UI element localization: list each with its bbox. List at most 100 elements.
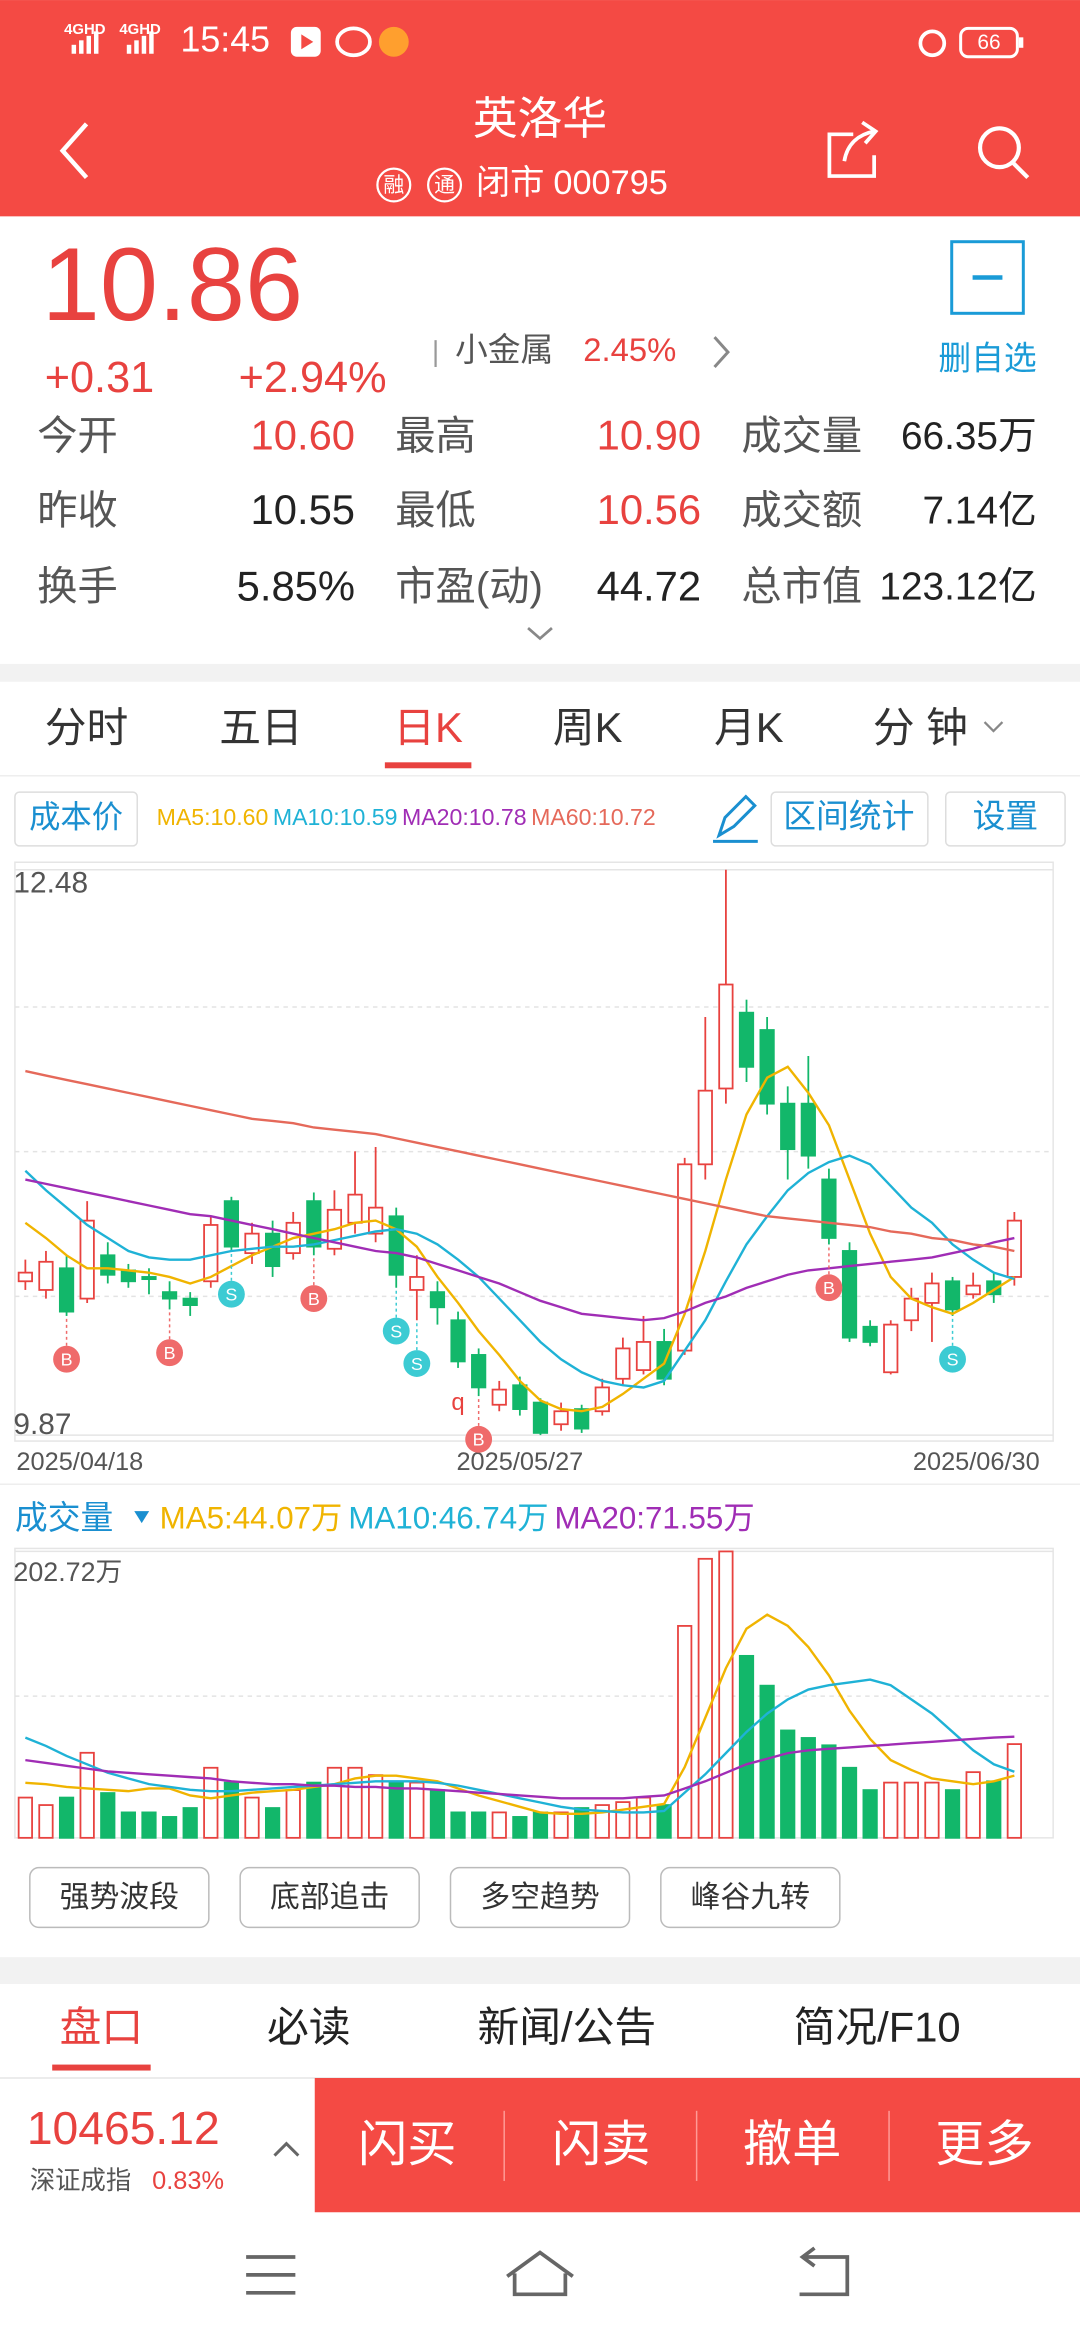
volume-bar — [841, 1766, 858, 1839]
stat-label: 成交量 — [741, 413, 862, 458]
candle-body — [738, 1011, 755, 1068]
dropdown-icon[interactable] — [134, 1511, 150, 1524]
stock-code: 000795 — [553, 164, 667, 202]
action-button[interactable]: 撤单 — [743, 2117, 841, 2172]
stat-value: 44.72 — [597, 562, 701, 609]
legend-entry: MA20:71.55万 — [554, 1500, 754, 1535]
signal-label: B — [164, 1343, 176, 1363]
back-button[interactable] — [59, 122, 89, 180]
candle-body — [656, 1341, 672, 1380]
signal-label: S — [947, 1349, 959, 1369]
volume-bar — [244, 1796, 260, 1839]
stat-label: 今开 — [37, 413, 118, 458]
stat-label: 昨收 — [37, 488, 118, 533]
status-icons — [290, 26, 1024, 59]
candle-body — [532, 1401, 549, 1434]
volume-bar — [965, 1771, 981, 1839]
signal-badge — [815, 1274, 843, 1302]
period-tab[interactable]: 月K — [714, 704, 784, 751]
period-tab[interactable]: 周K — [553, 704, 623, 751]
candle-body — [615, 1347, 631, 1380]
bottom-tab[interactable]: 盘口 — [60, 2003, 144, 2050]
volume-bar — [120, 1811, 136, 1839]
volume-bar — [718, 1550, 734, 1839]
volume-bar — [635, 1796, 652, 1839]
price: 10.86 — [42, 226, 303, 343]
bottom-tab[interactable]: 简况/F10 — [794, 2003, 961, 2050]
draw-tool[interactable] — [713, 794, 758, 843]
candle-body — [883, 1323, 899, 1374]
stat-value: 10.90 — [597, 412, 701, 459]
cost-button[interactable]: 成本价 — [29, 799, 123, 834]
sector-pct: 2.45% — [583, 331, 676, 368]
volume-bar — [1006, 1743, 1022, 1839]
volume-bar — [409, 1781, 425, 1839]
volume-bar — [203, 1766, 219, 1839]
candle-body — [759, 1029, 775, 1105]
candle-body — [718, 983, 734, 1090]
bottom-tab[interactable]: 必读 — [267, 2003, 351, 2050]
candle-body — [429, 1291, 446, 1309]
indicator-button[interactable] — [660, 1866, 841, 1929]
signal-label: q — [451, 1389, 464, 1416]
cost-button-box[interactable] — [14, 791, 138, 847]
indicator-button[interactable] — [449, 1866, 631, 1929]
settings-button[interactable]: 设置 — [973, 798, 1039, 835]
settings-button-box[interactable] — [945, 791, 1066, 847]
y-tick-label: 9.87 — [13, 1408, 71, 1441]
signal-badge — [939, 1345, 966, 1373]
menu-button[interactable] — [246, 2255, 296, 2295]
search-button[interactable] — [977, 126, 1030, 180]
share-button[interactable] — [827, 120, 879, 178]
legend-entry: MA5:10.60 — [157, 804, 269, 830]
signal-badge — [382, 1317, 410, 1345]
period-tab[interactable]: 分时 — [45, 704, 129, 751]
volume-bar — [285, 1789, 301, 1839]
action-button[interactable]: 闪买 — [358, 2117, 456, 2172]
indicator-label[interactable]: 峰谷九转 — [691, 1881, 810, 1914]
volume-bar — [429, 1789, 446, 1839]
candle-body — [182, 1297, 198, 1307]
action-button[interactable]: 更多 — [935, 2117, 1033, 2172]
candle-body — [553, 1410, 569, 1426]
sector[interactable]: 小金属 — [455, 331, 553, 368]
bottom-tab[interactable]: 新闻/公告 — [478, 2003, 657, 2050]
price-grid — [14, 1006, 1054, 1298]
ma-line — [24, 1154, 1015, 1389]
indicator-label[interactable]: 强势波段 — [60, 1881, 179, 1914]
candle-body — [100, 1254, 116, 1276]
watch-button[interactable] — [950, 240, 1025, 315]
candle-body — [574, 1408, 590, 1430]
period-tab[interactable]: 五日 — [219, 704, 303, 751]
signal-badge — [403, 1350, 431, 1377]
tab-underline — [52, 2064, 151, 2071]
range-button[interactable]: 区间统计 — [783, 798, 914, 835]
indicator-label[interactable]: 多空趋势 — [480, 1881, 599, 1914]
volume-bar — [347, 1766, 363, 1839]
signal-label: B — [823, 1278, 835, 1298]
candle-body — [347, 1193, 363, 1224]
status: 闭市 — [476, 164, 545, 202]
stat-value: 10.60 — [251, 412, 355, 459]
volume-bar — [58, 1796, 75, 1839]
action-button[interactable]: 闪卖 — [552, 2117, 650, 2172]
action-dividers — [503, 2110, 890, 2181]
watch-label[interactable]: 删自选 — [938, 340, 1036, 377]
expand-chevron[interactable] — [527, 627, 553, 641]
expand-chevron[interactable] — [273, 2141, 300, 2157]
volume-bar — [944, 1789, 961, 1839]
range-button-box[interactable] — [770, 791, 929, 847]
volume-bar — [574, 1807, 590, 1839]
signal-label: S — [390, 1321, 402, 1341]
indicator-button[interactable] — [239, 1866, 420, 1929]
period-tab[interactable]: 日K — [393, 704, 463, 751]
indicator-button[interactable] — [29, 1866, 210, 1929]
market-status: 闭市 000795 — [476, 164, 668, 202]
candle-body — [79, 1219, 95, 1300]
home-button[interactable] — [506, 2250, 574, 2297]
indicator-label[interactable]: 底部追击 — [270, 1881, 389, 1914]
back-nav-button[interactable] — [799, 2246, 850, 2297]
period-tab[interactable]: 分 钟 — [873, 704, 968, 751]
